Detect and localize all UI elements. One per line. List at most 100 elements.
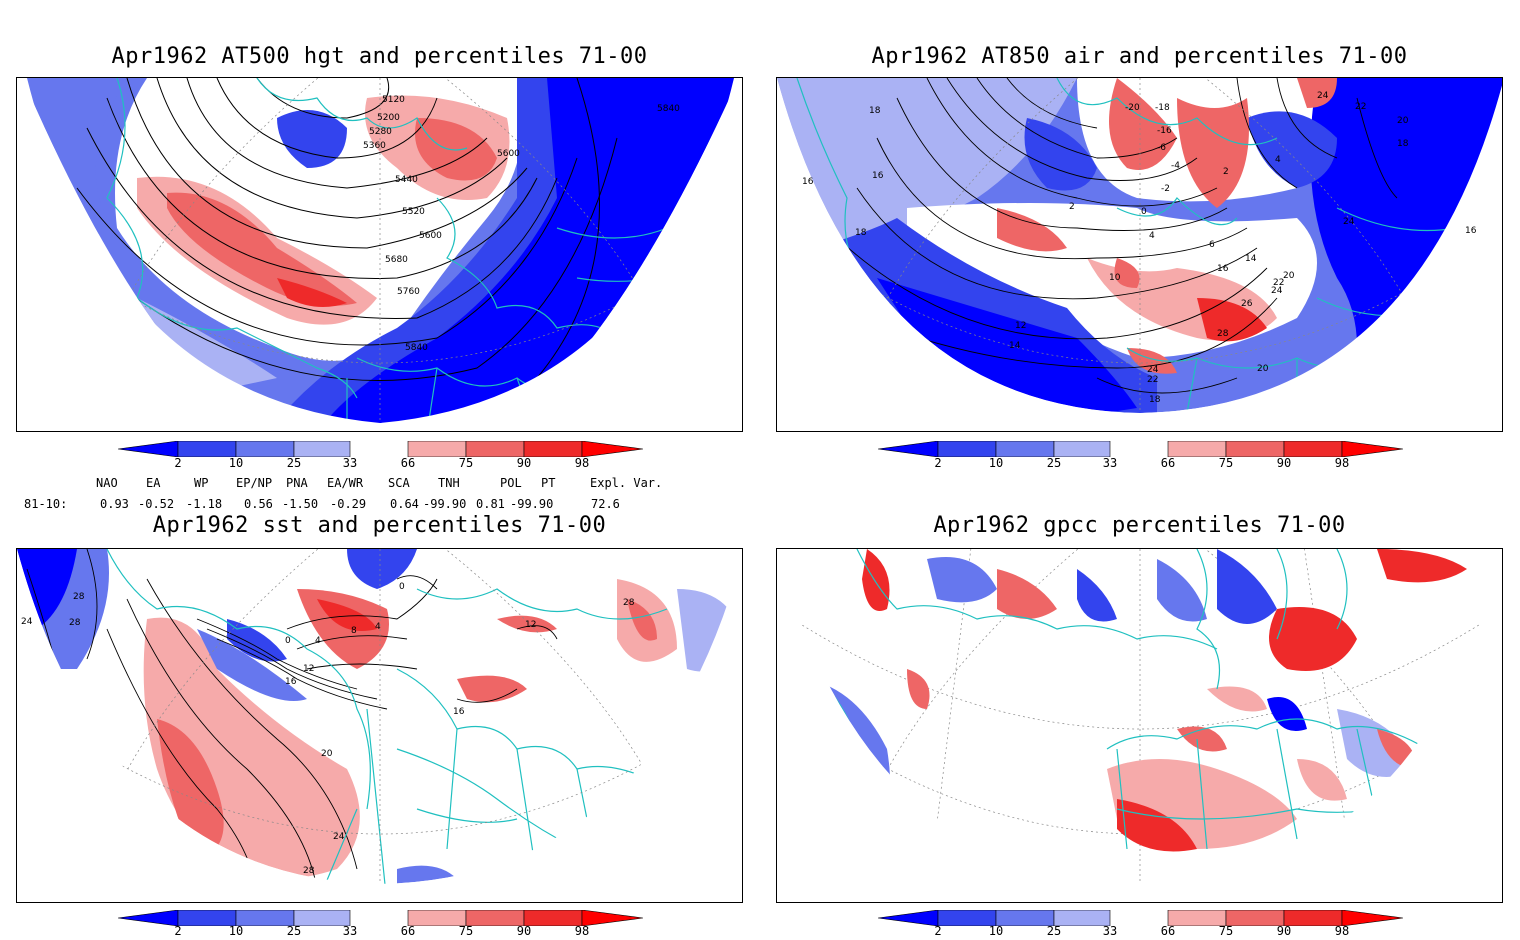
- contour-label: 28: [69, 618, 81, 628]
- contour-label: 5120: [382, 95, 405, 105]
- contour-label: -18: [1155, 103, 1170, 113]
- index-header: EA/WR: [327, 476, 364, 490]
- contour-label: 28: [73, 592, 85, 602]
- colorbar-label: 98: [574, 456, 590, 470]
- colorbar-label: 90: [1276, 456, 1292, 470]
- contour-label: 20: [1257, 364, 1269, 374]
- contour-label: 22: [1273, 278, 1284, 288]
- colorbar-label: 66: [1160, 924, 1176, 938]
- contour-label: 5520: [402, 207, 425, 217]
- contour-label: 5200: [377, 113, 400, 123]
- colorbar-top-left: 2 10 25 33 66 75 90 98: [117, 440, 644, 471]
- contour-label: 5280: [369, 127, 392, 137]
- index-value: 0.93: [100, 497, 129, 511]
- contour-label: 4: [1275, 155, 1281, 165]
- index-value: -99.90: [510, 497, 554, 511]
- contour-label: -4: [1171, 161, 1180, 171]
- contour-label: 8: [351, 626, 357, 636]
- colorbar-label: 33: [1102, 456, 1118, 470]
- index-header: Expl. Var.: [590, 476, 663, 490]
- contour-label: 12: [1015, 321, 1026, 331]
- contour-label: 0: [1141, 207, 1147, 217]
- contour-label: 18: [1397, 139, 1409, 149]
- colorbar-label: 75: [1218, 456, 1234, 470]
- index-value: -0.29: [330, 497, 367, 511]
- contour-label: 5600: [419, 231, 442, 241]
- contour-label: 18: [855, 228, 867, 238]
- index-value: -1.18: [186, 497, 223, 511]
- contour-label: 12: [525, 620, 536, 630]
- colorbar-label: 2: [934, 924, 942, 938]
- index-header: TNH: [438, 476, 460, 490]
- colorbar-label: 10: [228, 924, 244, 938]
- contour-label: 5360: [363, 141, 386, 151]
- contour-label: 28: [1217, 329, 1229, 339]
- contour-label: 24: [21, 617, 33, 627]
- contour-label: 4: [315, 636, 321, 646]
- contour-label: 12: [303, 664, 314, 674]
- contour-label: 4: [1149, 231, 1155, 241]
- index-value: 0.64: [390, 497, 419, 511]
- colorbar-label: 90: [516, 456, 532, 470]
- contour-label: 5440: [395, 175, 418, 185]
- index-value: 0.56: [244, 497, 273, 511]
- contour-label: 6: [1209, 240, 1215, 250]
- colorbar-top-right: 2 10 25 33 66 75 90 98: [877, 440, 1404, 471]
- contour-label: 5760: [397, 287, 420, 297]
- map-panel-sst: 28 24 28 0 4 8 4 0 12 16 16 20 24 28 12 …: [16, 548, 743, 903]
- index-value: -1.50: [282, 497, 319, 511]
- colorbar-label: 2: [934, 456, 942, 470]
- colorbar-label: 2: [174, 924, 182, 938]
- colorbar-label: 98: [1334, 924, 1350, 938]
- contour-label: -2: [1161, 184, 1170, 194]
- index-header: PNA: [286, 476, 308, 490]
- contour-label: 2: [1069, 202, 1075, 212]
- contour-label: 20: [1283, 271, 1295, 281]
- colorbar-label: 25: [1046, 456, 1062, 470]
- colorbar-label: 90: [1276, 924, 1292, 938]
- panel-2-title: Apr1962 AT850 air and percentiles 71-00: [871, 44, 1408, 69]
- colorbar-label: 33: [1102, 924, 1118, 938]
- contour-label: 16: [872, 171, 884, 181]
- map-panel-hgt500: 5120 5200 5280 5360 5440 5520 5600 5600 …: [16, 77, 743, 432]
- colorbar-swatches: [117, 440, 644, 458]
- contour-label: 0: [285, 636, 291, 646]
- colorbar-label: 33: [342, 456, 358, 470]
- contour-label: 5680: [385, 255, 408, 265]
- contour-label: 20: [321, 749, 333, 759]
- contour-label: 24: [1271, 286, 1283, 296]
- contour-label: 16: [1217, 264, 1229, 274]
- contour-label: 20: [1397, 116, 1409, 126]
- colorbar-label: 33: [342, 924, 358, 938]
- colorbar-label: 66: [400, 924, 416, 938]
- index-header: EP/NP: [236, 476, 273, 490]
- colorbar-label: 98: [1334, 456, 1350, 470]
- index-value: -0.52: [138, 497, 175, 511]
- contour-label: 0: [399, 582, 405, 592]
- colorbar-label: 98: [574, 924, 590, 938]
- index-header: SCA: [388, 476, 410, 490]
- contour-label: 14: [1245, 254, 1257, 264]
- index-header: NAO: [96, 476, 118, 490]
- contour-label: 28: [303, 866, 315, 876]
- contour-label: 5600: [497, 149, 520, 159]
- contour-label: 22: [1147, 375, 1158, 385]
- contour-label: 18: [1149, 395, 1161, 405]
- colorbar-label: 25: [1046, 924, 1062, 938]
- colorbar-label: 75: [458, 456, 474, 470]
- colorbar-swatches: [877, 440, 1404, 458]
- index-header: PT: [541, 476, 556, 490]
- contour-label: 16: [1465, 226, 1477, 236]
- contour-label: 16: [453, 707, 465, 717]
- contour-label: 5840: [405, 343, 428, 353]
- colorbar-bottom-left: 2 10 25 33 66 75 90 98: [117, 909, 644, 940]
- contour-label: 16: [285, 677, 297, 687]
- contour-label: 24: [1343, 217, 1355, 227]
- contour-label: 2: [1223, 167, 1229, 177]
- contour-label: 24: [1147, 365, 1159, 375]
- contour-label: 14: [1009, 341, 1021, 351]
- colorbar-label: 75: [458, 924, 474, 938]
- colorbar-swatches: [117, 909, 644, 927]
- contour-label: 4: [375, 622, 381, 632]
- index-value: -99.90: [423, 497, 467, 511]
